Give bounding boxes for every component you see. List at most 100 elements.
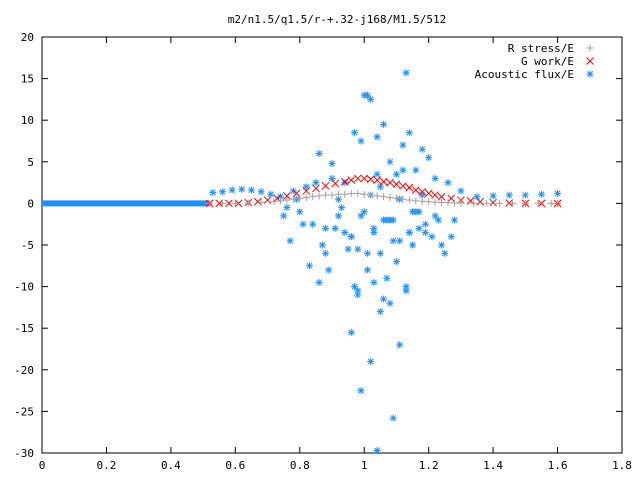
data-point: [418, 191, 426, 199]
data-point: [328, 191, 336, 199]
data-point: [334, 190, 342, 198]
x-tick-label: 0.4: [161, 459, 181, 472]
data-point: [357, 387, 365, 395]
data-point: [421, 229, 429, 237]
data-point: [418, 187, 427, 196]
data-point: [457, 187, 465, 195]
data-point: [405, 229, 413, 237]
x-tick-label: 0.6: [225, 459, 245, 472]
data-point: [554, 189, 562, 197]
data-point: [434, 216, 442, 224]
data-point: [411, 186, 420, 194]
data-point: [508, 199, 516, 207]
axis-ticks: 0 0.2 0.4 0.6 0.8 1 1.2 1.4 1.6 1.8 -30 -25 -20 -15 -1…: [14, 31, 632, 472]
data-point: [450, 216, 458, 224]
data-point: [292, 189, 301, 198]
data-point: [392, 180, 401, 189]
data-point: [341, 229, 349, 237]
data-point: [331, 224, 339, 232]
data-point: [218, 199, 226, 207]
data-point: [302, 187, 311, 195]
data-point: [396, 341, 404, 349]
data-point: [386, 194, 394, 202]
data-point: [360, 208, 368, 216]
data-point: [431, 191, 439, 199]
data-point: [257, 188, 265, 196]
data-point: [225, 199, 233, 208]
data-point: [347, 176, 356, 184]
data-point: [344, 245, 352, 253]
data-point: [431, 212, 439, 220]
data-point: [276, 193, 284, 201]
data-point: [334, 212, 342, 220]
data-point: [367, 95, 375, 103]
data-point: [380, 295, 388, 303]
legend-marker: [586, 44, 594, 52]
data-point: [312, 179, 320, 187]
data-point: [283, 192, 291, 200]
data-point: [357, 137, 365, 145]
y-tick-label: 5: [27, 156, 34, 169]
data-point: [373, 192, 381, 200]
series-0: [206, 189, 562, 207]
data-point: [315, 278, 323, 286]
data-point: [244, 199, 252, 207]
legend-marker: [586, 57, 594, 65]
plot-border: [41, 36, 623, 454]
data-point: [392, 258, 400, 266]
data-point: [447, 233, 455, 241]
y-tick-label: -30: [14, 447, 34, 460]
y-tick-label: 20: [21, 31, 34, 44]
data-point: [305, 262, 313, 270]
x-tick-label: 1: [361, 459, 368, 472]
data-point: [437, 192, 446, 201]
data-point: [351, 283, 359, 291]
data-point: [424, 189, 433, 198]
data-point: [386, 299, 394, 307]
data-point: [373, 447, 381, 453]
data-point: [367, 191, 375, 199]
data-point: [425, 154, 433, 162]
data-point: [283, 204, 291, 212]
data-point: [309, 220, 317, 228]
data-point: [360, 190, 368, 198]
data-point: [399, 166, 407, 174]
data-point: [425, 198, 433, 206]
legend-marker: [586, 70, 594, 78]
data-point: [322, 191, 330, 199]
series-2: [209, 69, 562, 453]
data-point: [380, 193, 388, 201]
data-point: [370, 278, 378, 286]
data-point: [376, 308, 384, 316]
data-point: [341, 179, 349, 187]
data-point: [357, 212, 365, 220]
data-point: [386, 158, 394, 166]
data-point: [257, 199, 265, 207]
data-point: [380, 216, 388, 224]
data-point: [276, 197, 284, 205]
data-point: [470, 199, 478, 207]
data-point: [447, 194, 456, 203]
data-point: [341, 190, 349, 198]
data-point: [363, 91, 371, 99]
data-point: [402, 287, 410, 295]
data-point: [360, 174, 369, 183]
x-tick-label: 1.4: [483, 459, 503, 472]
data-point: [367, 357, 375, 365]
data-point: [386, 178, 394, 187]
data-point: [209, 189, 217, 197]
data-point: [351, 129, 359, 137]
data-point: [289, 195, 297, 203]
y-tick-label: 0: [27, 197, 34, 210]
legend-label: R stress/E: [508, 42, 574, 55]
data-point: [299, 220, 307, 228]
data-point: [347, 233, 355, 241]
data-point: [366, 175, 375, 184]
data-point: [338, 204, 346, 212]
data-point: [315, 149, 323, 157]
data-point: [341, 177, 349, 186]
data-point: [363, 266, 371, 274]
data-point: [409, 241, 417, 249]
data-point: [418, 197, 426, 205]
